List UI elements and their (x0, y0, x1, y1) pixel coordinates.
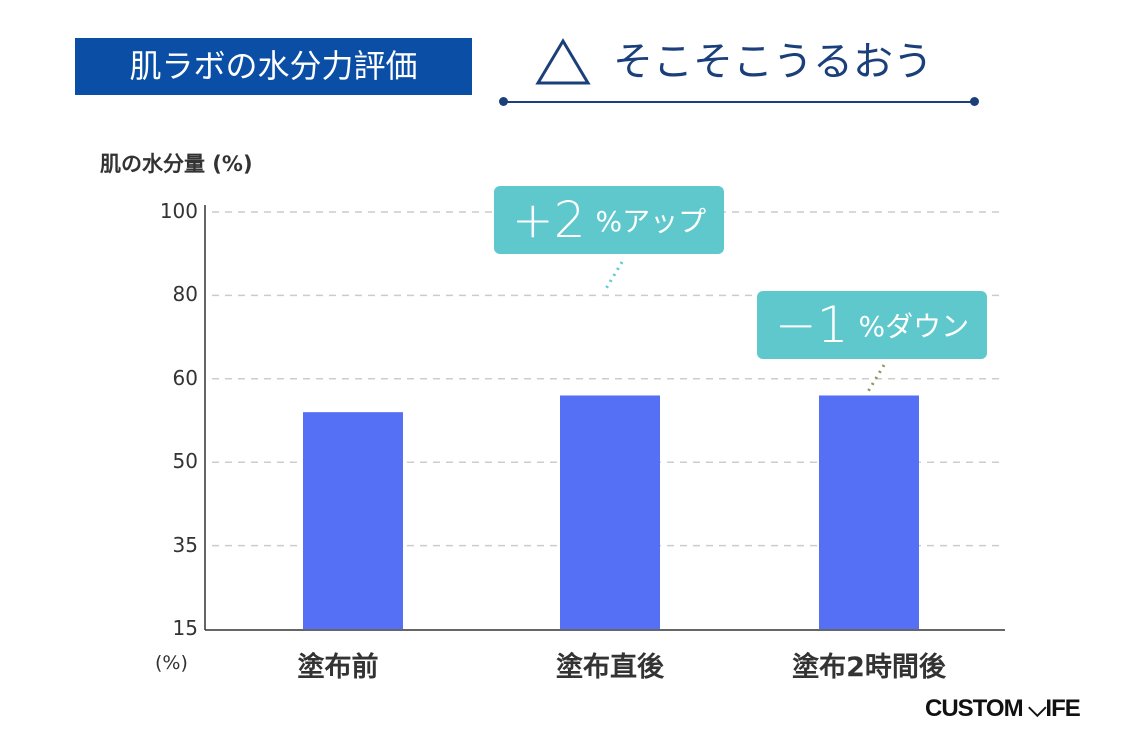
x-unit-label: (%) (155, 652, 188, 674)
triangle-icon (535, 38, 591, 85)
divider-dot (970, 97, 979, 106)
rating-text: そこそこうるおう (613, 39, 933, 85)
annotation-unit: %ダウン (858, 310, 970, 343)
bar (303, 412, 403, 629)
y-tick-label: 35 (172, 532, 198, 557)
y-tick-label: 60 (172, 365, 198, 390)
y-tick-label: 50 (172, 449, 198, 474)
y-tick-label: 80 (172, 282, 198, 307)
y-tick-label: 15 (172, 616, 198, 640)
annotation-value: −1 (774, 296, 849, 354)
bar (560, 395, 660, 629)
divider (503, 101, 975, 103)
annotation-unit: %アップ (595, 205, 707, 238)
y-axis-label: 肌の水分量 (%) (100, 152, 253, 176)
divider-dot (499, 97, 508, 106)
annotation-down: −1 %ダウン (757, 291, 987, 359)
x-tick-label: 塗布前 (297, 652, 379, 683)
annotation-value: +2 (511, 191, 586, 249)
bar (819, 395, 919, 629)
y-tick-label: 100 (159, 199, 198, 223)
x-tick-label: 塗布2時間後 (792, 652, 946, 683)
rating: そこそこうるおう (535, 32, 933, 92)
annotation-up: +2 %アップ (494, 186, 724, 254)
leader-line (864, 364, 886, 396)
leader-line (602, 261, 624, 293)
x-tick-label: 塗布直後 (556, 652, 664, 683)
page-title: 肌ラボの水分力評価 (75, 38, 472, 95)
logo: CUSTOM ⌵IFE (925, 695, 1081, 722)
